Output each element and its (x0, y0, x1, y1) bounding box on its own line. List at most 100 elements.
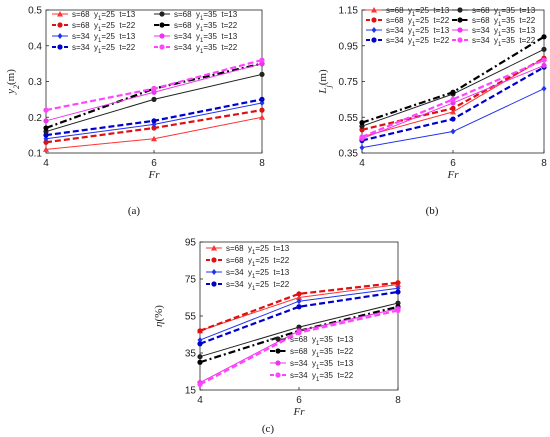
legend-entry: s=34 y1=35 t=22 (154, 43, 238, 55)
legend-entry: s=34 y1=25 t=13 (206, 268, 290, 280)
legend-label: s=34 y1=35 t=13 (472, 26, 536, 38)
legend-entry: s=34 y1=35 t=22 (452, 36, 536, 48)
data-point (541, 46, 547, 52)
series-line (361, 59, 545, 138)
y-tick-label: 0.75 (339, 77, 359, 88)
legend-marker (159, 33, 165, 39)
y-tick-label: 0.2 (28, 113, 42, 124)
y-tick-label: 0.35 (339, 149, 359, 160)
legend-entry: s=68 y1=35 t=22 (270, 347, 354, 359)
chart-panel: 0.35 0.55 0.75 0.95 1.15 4 6 8 Fr Lj(m) s=68 y1=25… (317, 6, 547, 182)
y-axis-label: Lj(m) (317, 69, 333, 95)
data-point (197, 341, 203, 347)
legend-entry: s=68 y1=35 t=22 (154, 21, 238, 33)
legend-entry: s=68 y1=25 t=13 (206, 244, 290, 256)
data-point (395, 300, 401, 306)
x-tick-label: 6 (296, 395, 302, 406)
data-point (259, 107, 265, 113)
legend-label: s=34 y1=25 t=13 (226, 268, 290, 280)
series (43, 114, 265, 152)
data-point (151, 118, 157, 124)
legend-marker (371, 7, 377, 13)
data-point (197, 381, 203, 388)
x-tick-label: 8 (259, 158, 265, 169)
legend: s=68 y1=25 t=13s=68 y1=25 t=22s=34 y1=25… (206, 244, 290, 292)
data-point (395, 307, 401, 314)
legend-entry: s=68 y1=35 t=13 (270, 335, 354, 347)
legend-marker (371, 27, 377, 33)
x-tick-label: 4 (359, 158, 365, 169)
legend-entry: s=68 y1=25 t=22 (206, 256, 290, 268)
legend-label: s=34 y1=25 t=22 (226, 280, 290, 292)
legend-marker (275, 336, 281, 342)
series (197, 289, 401, 347)
legend-label: s=68 y1=35 t=13 (472, 6, 536, 18)
legend-label: s=68 y1=25 t=13 (386, 6, 450, 18)
legend-marker (371, 17, 377, 23)
data-point (259, 114, 265, 120)
data-point (259, 71, 265, 77)
legend-marker (159, 22, 165, 28)
legend-marker (371, 37, 377, 43)
x-tick-label: 6 (151, 158, 157, 169)
x-tick-label: 6 (450, 158, 456, 169)
data-point (43, 132, 49, 138)
legend-label: s=68 y1=25 t=13 (226, 244, 290, 256)
series (359, 57, 547, 140)
series-line (361, 48, 545, 127)
legend-entry: s=34 y1=25 t=13 (52, 32, 136, 44)
x-tick-label: 4 (43, 158, 49, 169)
data-point (259, 57, 265, 63)
data-point (197, 359, 203, 365)
y-tick-label: 0.1 (28, 149, 42, 160)
legend: s=68 y1=35 t=13s=68 y1=35 t=22 s=34 y1=35… (270, 335, 354, 383)
legend-label: s=68 y1=25 t=22 (226, 256, 290, 268)
legend-marker (457, 37, 463, 43)
y-tick-label: 35 (185, 349, 197, 360)
data-point (395, 280, 401, 286)
legend-label: s=68 y1=35 t=22 (174, 21, 238, 33)
y-tick-label: 15 (185, 386, 197, 397)
legend-entry: s=68 y1=25 t=13 (52, 10, 136, 22)
data-point (296, 294, 302, 300)
y-axis-label: η(%) (153, 305, 165, 327)
data-point (151, 86, 157, 92)
data-point (296, 304, 302, 310)
legend-marker (275, 360, 281, 366)
x-tick-label: 8 (541, 158, 547, 169)
data-point (43, 118, 49, 124)
legend-entry: s=34 y1=35 t=13 (154, 32, 238, 44)
y-tick-label: 75 (185, 275, 197, 286)
panel-caption: (a) (128, 205, 141, 217)
series-line (199, 290, 399, 345)
legend-label: s=34 y1=35 t=22 (472, 36, 536, 48)
legend-entry: s=34 y1=25 t=22 (366, 36, 450, 48)
data-point (296, 324, 302, 330)
legend-label: s=68 y1=35 t=13 (174, 10, 238, 22)
legend-label: s=34 y1=35 t=22 (290, 371, 354, 383)
data-point (296, 330, 302, 336)
series (197, 280, 401, 334)
series (43, 61, 265, 124)
legend-entry: s=68 y1=25 t=22 (52, 21, 136, 33)
x-tick-label: 4 (197, 395, 203, 406)
data-point (541, 85, 547, 92)
series-line (45, 58, 263, 112)
legend-label: s=34 y1=25 t=13 (72, 32, 136, 44)
data-point (450, 128, 456, 135)
y-tick-label: 0.4 (28, 41, 42, 52)
series (43, 96, 265, 138)
series (359, 34, 547, 126)
series-line (199, 281, 399, 332)
legend-label: s=68 y1=35 t=22 (290, 347, 354, 359)
legend-marker (275, 372, 281, 378)
data-point (43, 128, 49, 135)
y-tick-label: 0.3 (28, 77, 42, 88)
legend-marker (211, 281, 217, 287)
y-tick-label: 95 (185, 238, 197, 249)
legend-marker (57, 11, 63, 17)
data-point (541, 62, 547, 69)
legend-marker (457, 17, 463, 23)
